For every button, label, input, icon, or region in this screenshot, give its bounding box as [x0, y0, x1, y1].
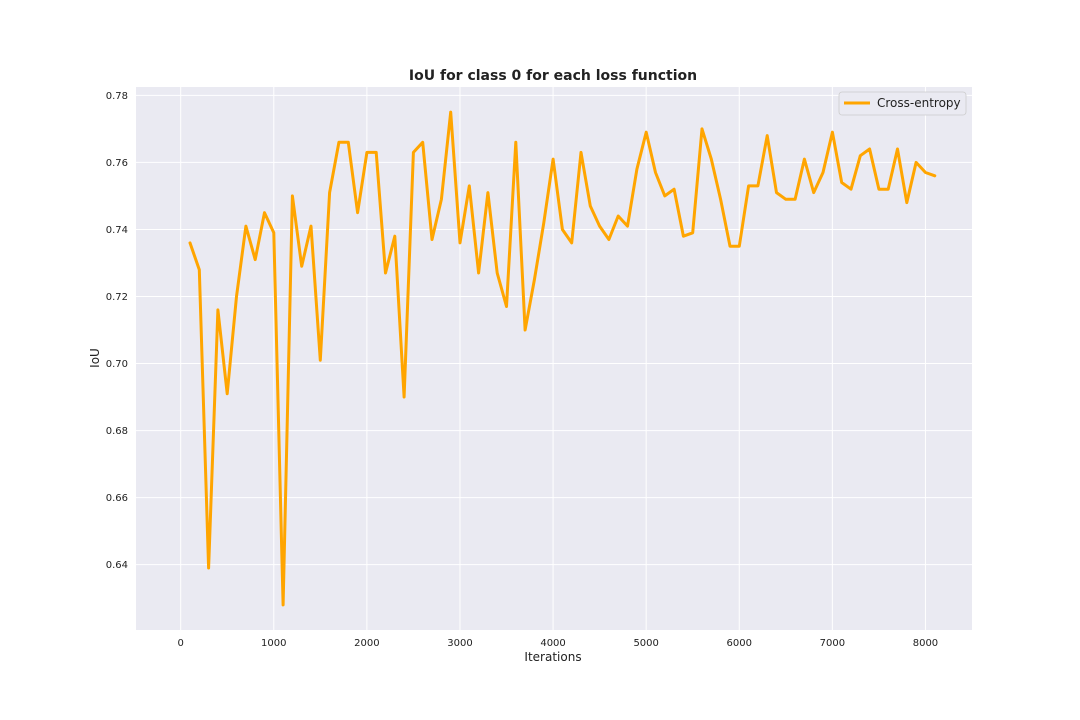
x-tick-label: 1000 — [261, 638, 286, 649]
y-tick-label: 0.68 — [106, 426, 128, 437]
y-tick-label: 0.72 — [106, 292, 128, 303]
x-tick-label: 0 — [177, 638, 183, 649]
grid-lines — [136, 87, 972, 630]
x-tick-label: 7000 — [820, 638, 845, 649]
x-tick-label: 8000 — [913, 638, 938, 649]
legend-label: Cross-entropy — [877, 96, 961, 110]
x-tick-label: 6000 — [727, 638, 752, 649]
x-tick-label: 2000 — [354, 638, 379, 649]
x-tick-label: 5000 — [633, 638, 658, 649]
chart-title: IoU for class 0 for each loss function — [409, 68, 697, 84]
x-tick-label: 3000 — [447, 638, 472, 649]
y-axis-label: IoU — [88, 348, 102, 368]
y-tick-label: 0.74 — [106, 225, 128, 236]
y-tick-label: 0.78 — [106, 91, 128, 102]
x-axis-label: Iterations — [524, 650, 581, 664]
series-line-cross-entropy — [188, 110, 937, 607]
x-tick-label: 4000 — [540, 638, 565, 649]
tick-labels: 0 1000 2000 3000 4000 5000 6000 7000 8000 0.64 0.6… — [106, 91, 938, 649]
legend: Cross-entropy — [838, 91, 967, 116]
y-tick-label: 0.70 — [106, 359, 128, 370]
legend-box — [838, 91, 967, 116]
y-tick-label: 0.64 — [106, 560, 128, 571]
y-tick-label: 0.76 — [106, 158, 128, 169]
series-layer — [188, 110, 937, 607]
y-tick-label: 0.66 — [106, 493, 128, 504]
